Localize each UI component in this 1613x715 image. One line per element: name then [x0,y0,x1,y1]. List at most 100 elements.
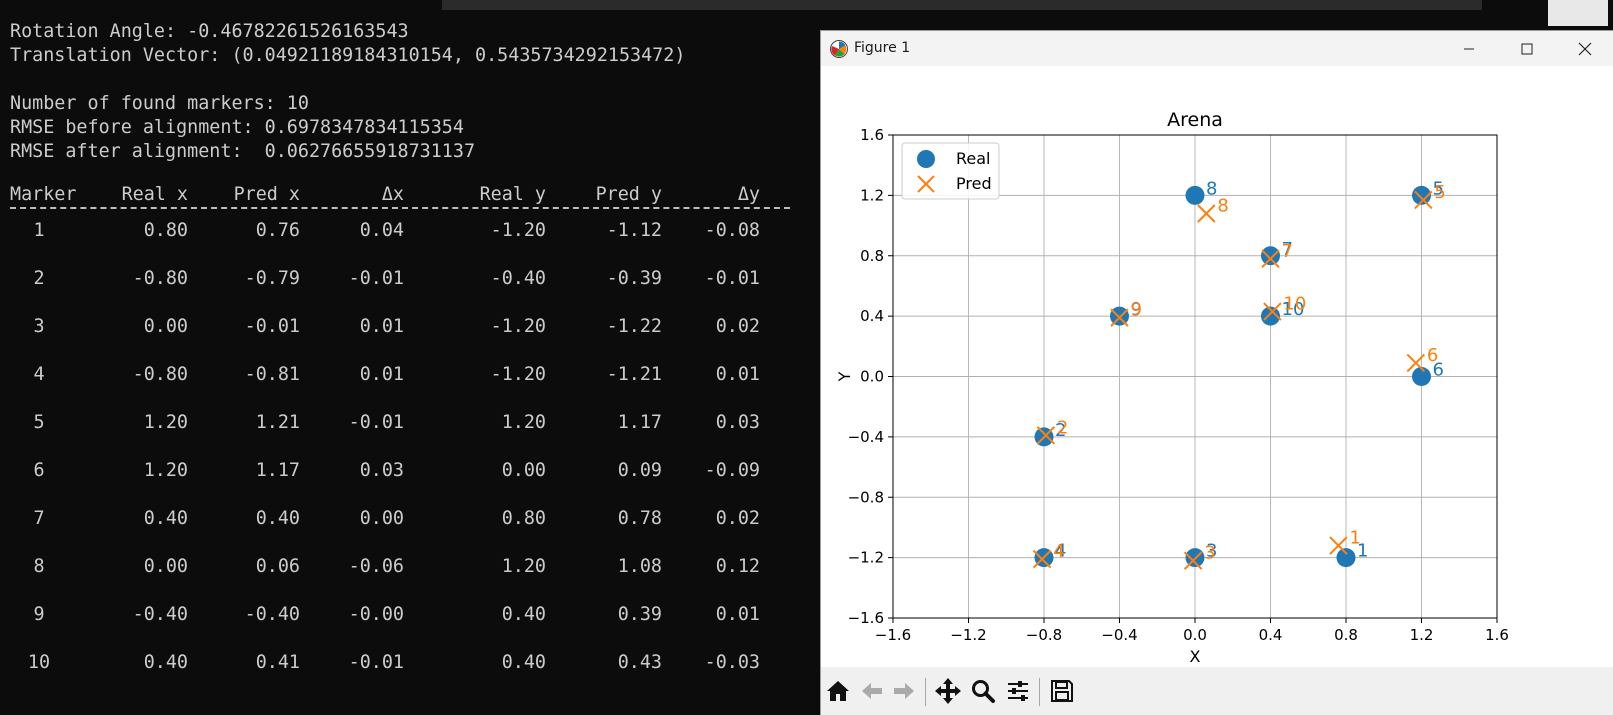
real-x-cell: 0.40 [143,508,188,529]
pred-marker-stroke [1036,426,1056,445]
delta-x-cell: -0.06 [348,556,404,577]
configure-subplots-button[interactable] [1001,674,1035,708]
delta-x-cell: 0.04 [359,220,404,241]
pred-point-label: 2 [1057,417,1068,438]
back-icon [862,683,882,699]
legend-real-label: Real [956,149,991,168]
delta-y-cell: 0.12 [715,556,760,577]
real-y-cell: -0.40 [490,268,546,289]
pred-point [1261,249,1280,268]
real-point [1185,185,1205,205]
real-point-label: 4 [1055,541,1066,562]
real-x-cell: 0.00 [143,316,188,337]
pred-marker-stroke [1110,308,1129,327]
pred-point [1329,536,1348,555]
back-button[interactable] [855,674,889,708]
table-row: 5 1.20 1.21 -0.01 1.20 1.17 0.03 [0,399,784,447]
delta-y-cell: 0.03 [715,412,760,433]
column-header: Real x [121,184,188,205]
marker-id-cell: 8 [33,556,45,577]
real-point [1261,306,1280,326]
real-x-cell: 0.00 [143,556,188,577]
scrollbar-thumb[interactable] [1548,0,1608,26]
toolbar-separator [1039,678,1040,706]
plot-canvas[interactable]: −1.6 −1.2 −0.8 −0.4 0.0 0.4 0.8 1.2 1.6 −1.6 −1.2 −… [821,66,1613,666]
pred-point-label: 9 [1131,300,1142,321]
pan-button[interactable] [931,674,965,708]
toolbar-separator [925,678,926,706]
table-row: 1 0.80 0.76 0.04 -1.20 -1.12 -0.08 [0,207,784,255]
y-tick-label: −1.2 [848,549,884,567]
pred-y-cell: -1.12 [606,220,662,241]
pred-point-label: 7 [1282,241,1293,262]
x-tick-label: −0.8 [1026,626,1062,644]
real-point [1412,367,1431,386]
pred-y-cell: 1.08 [617,556,662,577]
rmse-before-line: RMSE before alignment: 0.697834783411535… [10,117,464,138]
table-header-row: Marker Real x Pred x Δx Real y Pred y Δy [0,183,784,207]
x-tick-label: 1.2 [1410,626,1434,644]
close-button[interactable] [1556,31,1613,66]
zoom-button[interactable] [966,674,1000,708]
real-x-cell: 1.20 [143,460,188,481]
table-row: 7 0.40 0.40 0.00 0.80 0.78 0.02 [0,495,784,543]
pred-x-cell: -0.40 [244,604,300,625]
pred-x-cell: 0.06 [255,556,300,577]
axes-frame [892,134,1498,619]
pred-marker-stroke [1183,551,1203,570]
title-bar[interactable]: Figure 1 [821,31,1613,66]
close-icon [1578,42,1592,55]
real-point-label: 1 [1357,541,1368,562]
x-tick-label: 1.6 [1485,626,1509,644]
y-tick-label: −0.8 [848,488,884,506]
delta-x-cell: -0.01 [348,652,404,673]
pred-marker-stroke [1406,353,1426,373]
pred-point-label: 8 [1217,195,1228,216]
delta-y-cell: 0.02 [715,508,760,529]
real-point [1336,548,1356,568]
pred-marker-stroke [1263,302,1282,321]
delta-x-cell: 0.01 [359,316,404,337]
x-axis-label: X [1190,647,1201,666]
real-point [1412,185,1431,205]
y-tick-label: 0.0 [860,368,884,386]
table-row: 6 1.20 1.17 0.03 0.00 0.09 -0.09 [0,447,784,495]
legend-pred-marker [917,175,935,193]
marker-id-cell: 10 [27,652,51,673]
y-tick-label: 0.4 [860,307,884,325]
pred-point-label: 6 [1427,345,1438,366]
y-axis-label: Y [835,371,854,382]
pred-y-cell: 1.17 [617,412,662,433]
pred-marker-stroke [1261,249,1280,268]
pan-icon [935,678,961,704]
real-point-label: 5 [1433,178,1444,199]
save-button[interactable] [1045,674,1079,708]
legend-real-marker [917,150,935,168]
marker-id-cell: 5 [33,412,45,433]
pred-y-cell: -1.22 [606,316,662,337]
maximize-icon [1521,43,1533,54]
forward-button[interactable] [887,674,921,708]
marker-id-cell: 2 [33,268,45,289]
table-divider [10,207,790,209]
table-row: 10 0.40 0.41 -0.01 0.40 0.43 -0.03 [0,639,784,687]
delta-y-cell: -0.08 [704,220,760,241]
delta-x-cell: 0.03 [359,460,404,481]
pred-point [1414,190,1433,210]
tab-strip[interactable] [12,0,1482,10]
home-button[interactable] [821,674,855,708]
pred-marker-stroke [1329,536,1348,555]
real-y-cell: 0.40 [501,652,546,673]
real-y-cell: 1.20 [501,412,546,433]
active-tab[interactable] [12,0,442,10]
minimize-button[interactable] [1440,31,1498,66]
pred-x-cell: 1.21 [255,412,300,433]
maximize-button[interactable] [1498,31,1556,66]
real-y-cell: -1.20 [490,220,546,241]
pred-y-cell: -0.39 [606,268,662,289]
column-header: Pred y [595,184,662,205]
delta-x-cell: -0.00 [348,604,404,625]
home-icon [827,681,849,701]
column-header: Pred x [233,184,300,205]
y-tick-label: 0.8 [860,247,884,265]
